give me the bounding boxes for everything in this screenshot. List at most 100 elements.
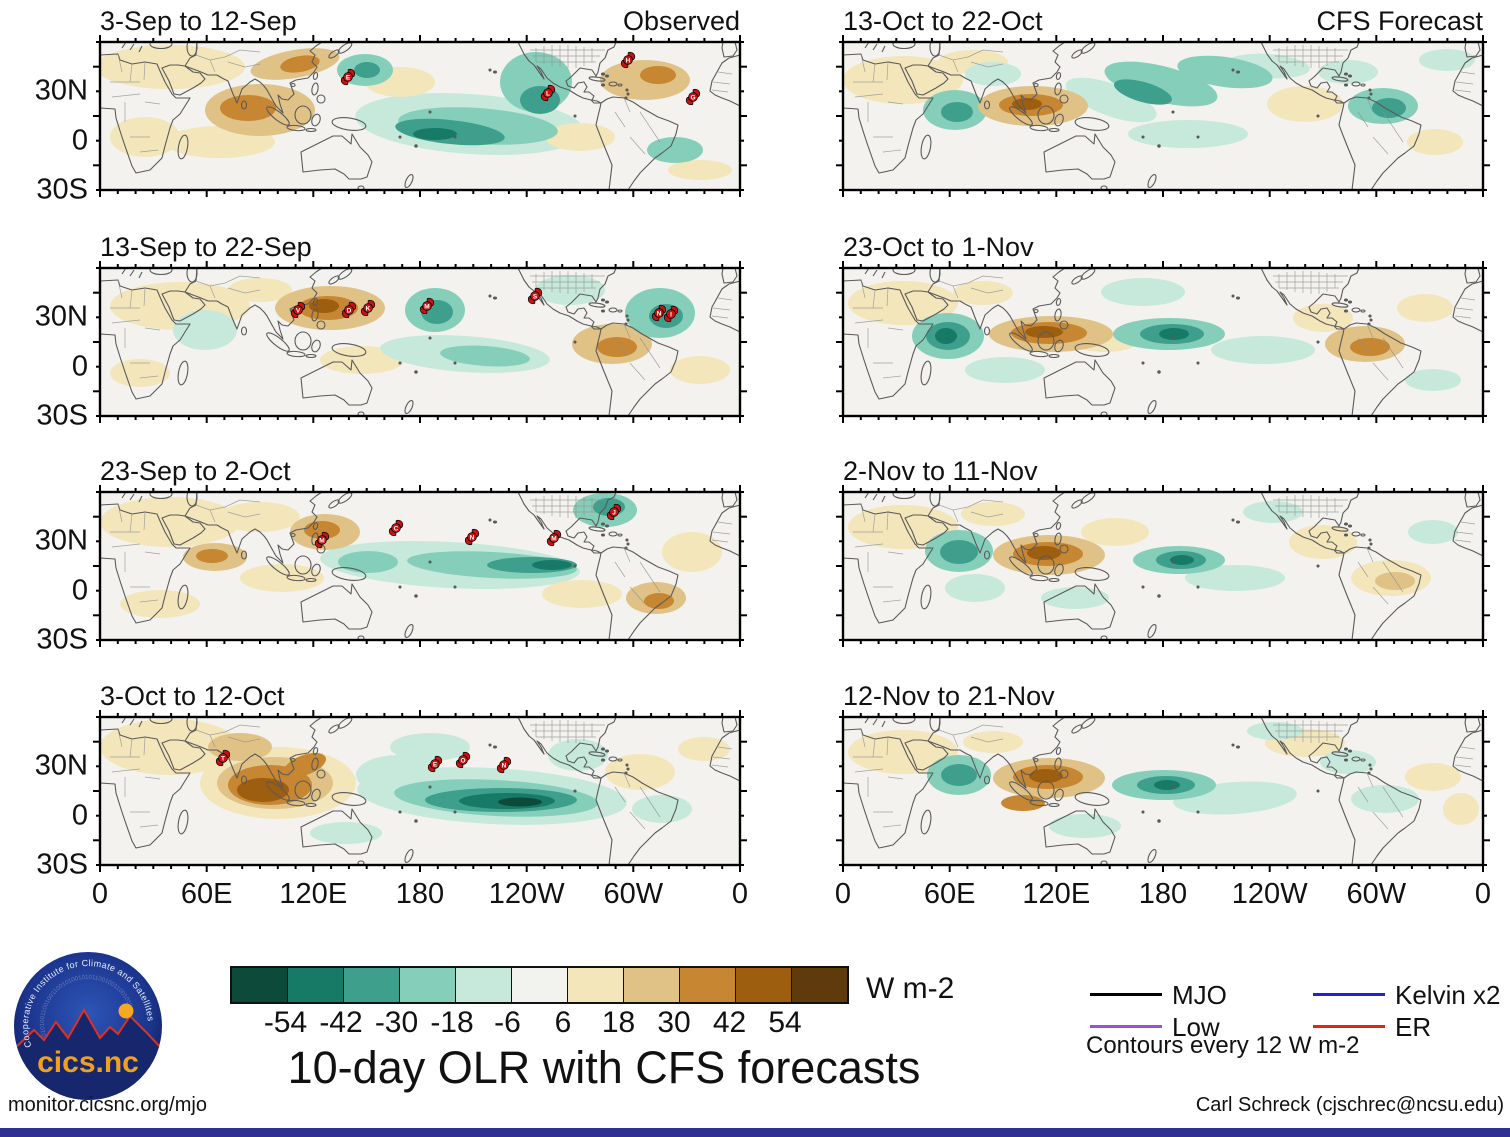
hurricane-icon: M	[419, 297, 435, 315]
panel-title: 12-Nov to 21-Nov	[843, 681, 1055, 711]
map-frame-ticks	[93, 710, 747, 872]
legend-line	[1313, 993, 1385, 996]
hurricane-icon: V	[290, 301, 306, 319]
x-axis-label: 0	[1474, 878, 1492, 910]
panel-title: 13-Oct to 22-Oct	[843, 6, 1043, 36]
x-axis-label: 60E	[180, 878, 233, 910]
coastlines	[100, 492, 740, 640]
logo-sun	[118, 1003, 134, 1019]
map-frame-ticks	[93, 485, 747, 647]
hurricane-icon: E	[427, 755, 443, 773]
hurricane-icon: S	[527, 287, 543, 305]
country-borders	[853, 271, 1476, 381]
svg-text:E: E	[346, 74, 351, 81]
y-axis-label: 30S	[36, 399, 88, 432]
figure-title: 10-day OLR with CFS forecasts	[287, 1042, 921, 1093]
map-svg: V D K M S N	[93, 261, 747, 423]
hurricane-icon: E	[340, 68, 356, 86]
colorbar-cell	[344, 968, 400, 1002]
y-axis-label: 0	[71, 350, 88, 383]
x-axis-label: 60W	[603, 878, 664, 910]
hurricane-icon: N	[464, 528, 480, 546]
y-axis-label: 0	[71, 124, 88, 157]
y-axis-label: 30S	[36, 623, 88, 656]
anomaly-field	[100, 719, 730, 844]
y-axis-label: 30N	[34, 749, 88, 782]
legend-label: ER	[1395, 1012, 1432, 1042]
hurricane-icon: J	[606, 503, 622, 521]
svg-text:G: G	[690, 94, 695, 101]
coastlines	[843, 492, 1483, 640]
legend-line	[1313, 1025, 1385, 1028]
hurricane-icon: N	[651, 304, 667, 322]
legend-line	[1090, 993, 1162, 996]
colorbar-cell	[680, 968, 736, 1002]
x-axis-label: 60W	[1346, 878, 1407, 910]
x-axis-label: 0	[731, 878, 749, 910]
svg-text:M: M	[319, 537, 324, 544]
svg-text:O: O	[460, 757, 465, 764]
hurricane-icon: T	[215, 749, 231, 767]
hurricane-icon: I	[663, 305, 679, 323]
coastlines	[100, 268, 740, 416]
svg-text:I: I	[670, 311, 672, 318]
storm-markers: T E O N	[215, 749, 512, 774]
colorbar-tick-label: -42	[319, 1006, 363, 1039]
panel-title: 3-Oct to 12-Oct	[100, 681, 285, 711]
map-svg: E L H G	[93, 35, 747, 197]
y-axis-label: 0	[71, 574, 88, 607]
hurricane-icon: D	[341, 301, 357, 319]
map-frame-ticks	[836, 35, 1490, 197]
hurricane-icon: G	[685, 88, 701, 106]
colorbar-tick-label: -54	[263, 1006, 308, 1039]
x-axis-label: 0	[834, 878, 852, 910]
coastlines	[100, 42, 740, 190]
hurricane-icon: N	[496, 756, 512, 774]
colorbar-cell	[400, 968, 456, 1002]
anomaly-field	[848, 278, 1461, 391]
legend-label: Low	[1172, 1012, 1220, 1042]
colorbar-unit-label: W m-2	[866, 972, 955, 1005]
storm-markers: E L H G	[340, 51, 701, 106]
svg-text:J: J	[612, 509, 616, 516]
x-axis-label: 120E	[1022, 878, 1091, 910]
svg-text:L: L	[546, 90, 550, 97]
svg-text:K: K	[366, 305, 371, 312]
map-svg	[836, 485, 1490, 647]
svg-text:H: H	[626, 57, 631, 64]
colorbar-tick-label: 42	[712, 1006, 747, 1039]
svg-text:T: T	[221, 755, 225, 762]
colorbar-cell	[456, 968, 512, 1002]
country-borders	[853, 495, 1476, 605]
map-svg	[836, 35, 1490, 197]
column-header: CFS Forecast	[1316, 6, 1483, 36]
storm-markers: V D K M S N	[290, 287, 679, 323]
coastlines	[100, 717, 740, 865]
panel-title: 13-Sep to 22-Sep	[100, 232, 312, 262]
panel-title: 2-Nov to 11-Nov	[843, 456, 1038, 486]
colorbar-tick-label: 18	[601, 1006, 636, 1039]
colorbar-cell	[624, 968, 680, 1002]
x-axis-label: 180	[1138, 878, 1188, 910]
legend-label: MJO	[1172, 980, 1227, 1010]
hurricane-icon: H	[620, 51, 636, 69]
country-borders	[853, 45, 1476, 155]
map-frame-ticks	[836, 261, 1490, 423]
hurricane-icon: O	[455, 751, 471, 769]
logo-wordmark: cics.nc	[37, 1046, 139, 1079]
map-frame-ticks	[836, 710, 1490, 872]
y-axis-label: 30N	[34, 300, 88, 333]
colorbar-tick-label: 30	[657, 1006, 691, 1039]
country-borders	[110, 45, 733, 155]
y-axis-label: 30N	[34, 524, 88, 557]
column-header: Observed	[622, 6, 740, 36]
colorbar-tick-label: 6	[554, 1006, 572, 1039]
author-credit-text: Carl Schreck (cjschrec@ncsu.edu)	[1195, 1094, 1504, 1116]
colorbar-tick-label: -30	[374, 1006, 419, 1039]
svg-text:V: V	[296, 307, 301, 314]
y-axis-label: 30N	[34, 74, 88, 107]
coastlines	[843, 717, 1483, 865]
colorbar-tick-label: -6	[494, 1006, 521, 1039]
storm-markers: M C N M J	[314, 503, 622, 549]
